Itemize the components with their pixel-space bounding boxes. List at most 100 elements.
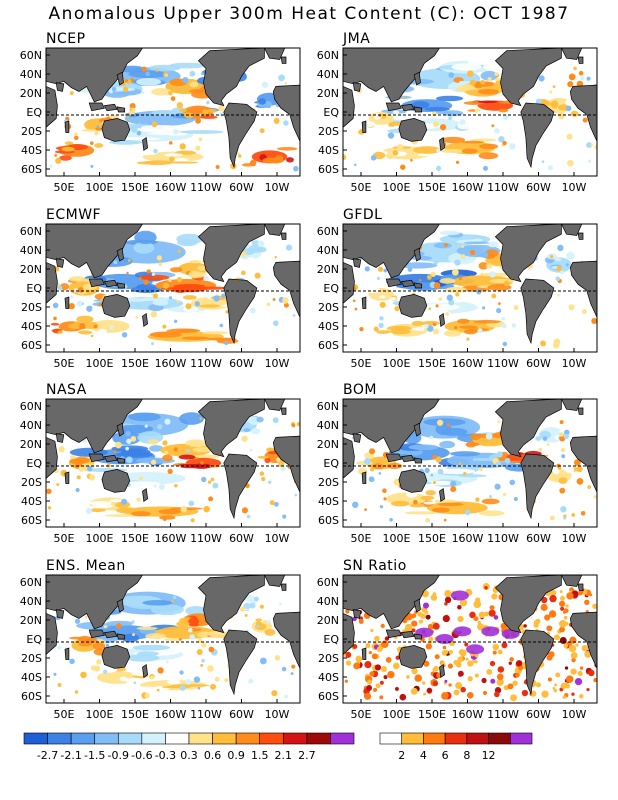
anomaly-speck [164,629,168,634]
sn-ratio-speck [374,664,382,671]
anomaly-patch [138,274,170,281]
longitude-label: 110W [190,708,222,721]
anomaly-speck [428,307,432,310]
anomaly-patch [433,242,452,249]
anomaly-patch [478,88,499,95]
sn-ratio-speck [442,614,450,623]
anomaly-speck [69,658,75,665]
anomaly-patch [482,63,497,70]
land-mass [398,118,428,142]
anomaly-speck [131,126,138,133]
anomaly-speck [274,501,279,507]
anomaly-speck [559,432,564,437]
longitude-label: 10W [265,357,290,370]
anomaly-speck [455,160,460,164]
latitude-label: 40N [317,419,339,432]
colorbar-tick-label: -2.7 [37,749,58,762]
anomaly-patch [470,138,497,142]
anomaly-speck [162,324,167,329]
land-mass [142,312,148,328]
anomaly-speck [283,120,289,126]
anomaly-speck [131,620,135,624]
land-mass [398,294,428,318]
land-mass [116,598,124,613]
colorbar-swatch [212,732,237,745]
anomaly-patch [376,330,391,334]
anomaly-patch [181,112,191,117]
sn-ratio-patch [435,634,454,644]
land-mass [361,471,367,484]
sn-ratio-speck [560,682,567,689]
land-mass [46,86,58,128]
latitude-label: 20N [317,438,339,451]
anomaly-patch [246,257,256,266]
latitude-label: 60S [21,339,42,352]
anomaly-speck [93,324,98,329]
colorbar-tick-label: -2.1 [60,749,81,762]
anomaly-speck [482,306,486,310]
anomaly-speck [547,165,553,171]
anomaly-speck [168,296,173,300]
anomaly-speck [126,673,130,678]
anomaly-speck [150,675,155,680]
anomaly-patch [485,263,493,269]
anomaly-speck [188,500,195,507]
anomaly-speck [78,466,85,472]
anomaly-speck [240,270,246,276]
anomaly-speck [378,113,382,118]
latitude-label: EQ [26,106,42,119]
colorbar-tick-label: 12 [482,749,496,762]
anomaly-speck [576,477,584,485]
sn-ratio-speck [374,635,380,642]
longitude-label: 160W [155,708,187,721]
anomaly-patch [191,454,220,459]
anomaly-speck [173,319,178,323]
anomaly-speck [185,678,192,685]
sn-ratio-speck [475,597,481,603]
anomaly-speck [165,660,169,664]
land-mass [197,399,265,458]
latitude-label: 60S [21,163,42,176]
anomaly-speck [557,294,560,297]
anomaly-patch [148,304,164,312]
anomaly-speck [278,74,285,82]
anomaly-speck [121,332,128,338]
anomaly-patch [455,87,470,92]
land-mass [116,247,124,262]
sn-ratio-speck [379,695,384,700]
anomaly-patch [535,436,542,441]
colorbar-tick-label: 2.7 [298,749,316,762]
anomaly-speck [574,459,581,466]
anomaly-patch [131,672,154,677]
anomaly-speck [501,316,505,321]
sn-ratio-speck [559,600,566,607]
colorbar-tick-label: 2 [398,749,405,762]
anomaly-speck [593,495,597,499]
anomaly-patch [439,440,456,449]
anomaly-speck [376,276,380,281]
land-mass [116,422,124,437]
anomaly-speck [383,268,388,273]
anomaly-patch [478,262,489,270]
anomaly-speck [75,487,80,493]
anomaly-patch [74,321,80,325]
sn-ratio-patch [453,626,472,637]
anomaly-patch [461,148,478,154]
anomaly-patch [64,141,74,145]
anomaly-patch [434,499,457,504]
anomaly-patch [558,477,568,484]
anomaly-speck [364,266,370,272]
anomaly-patch [148,64,181,72]
panel-title: NCEP [46,31,86,47]
sn-ratio-speck [370,628,374,633]
latitude-label: 40N [20,244,42,257]
land-mass [520,102,555,169]
sn-ratio-speck [383,675,388,680]
anomaly-speck [58,446,65,453]
anomaly-speck [379,301,386,308]
anomaly-patch [125,654,160,662]
anomaly-patch [92,642,106,650]
anomaly-speck [469,249,476,256]
anomaly-speck [102,669,108,674]
sn-ratio-speck [345,609,350,614]
